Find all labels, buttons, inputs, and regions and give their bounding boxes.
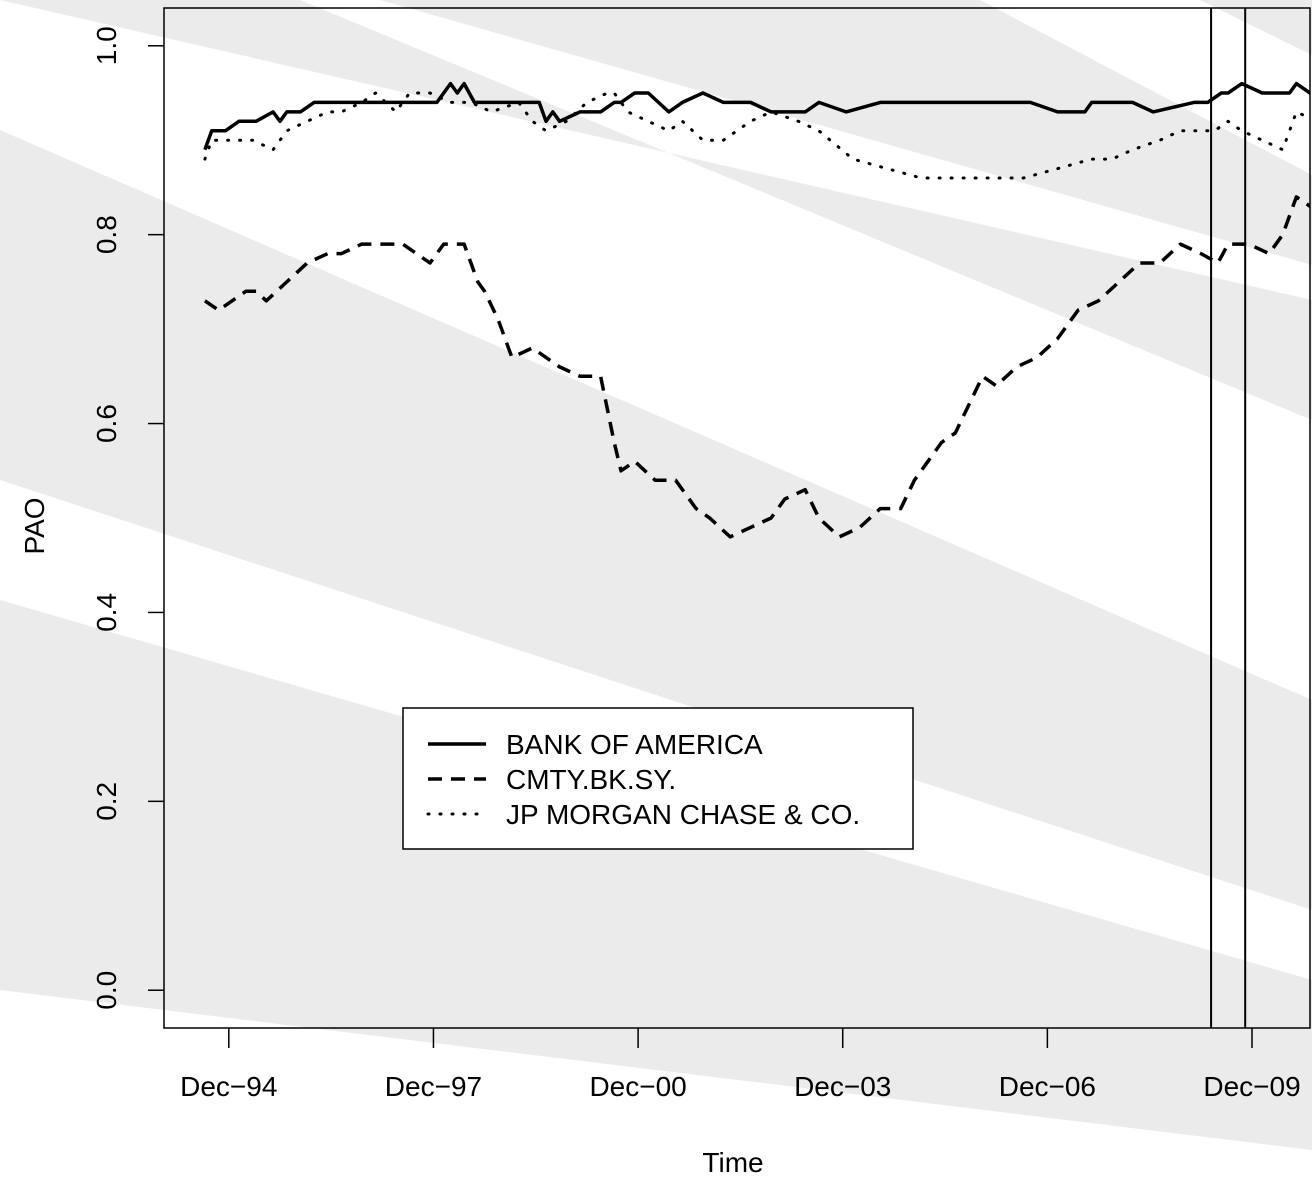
background-band [380, 0, 1312, 265]
background-band [0, 600, 1312, 1150]
x-axis: Dec−94 Dec−97 Dec−00 Dec−03 Dec−06 Dec−09 [180, 1028, 1301, 1102]
legend-box [402, 707, 914, 850]
legend-label-jp-morgan-chase: JP MORGAN CHASE & CO. [506, 799, 860, 830]
series-line-dashed [203, 195, 1310, 539]
y-axis-title: PAO [19, 497, 50, 554]
background-band [1200, 0, 1312, 55]
y-tick-label: 0.8 [91, 215, 122, 254]
background-bands [0, 0, 1312, 1150]
background-band [0, 130, 1312, 910]
series-line-dotted [203, 91, 1310, 180]
series-line-solid [203, 81, 1310, 151]
series-lines [203, 81, 1310, 539]
x-tick-label: Dec−00 [589, 1071, 686, 1102]
y-tick-label: 0.2 [91, 782, 122, 821]
legend-label-cmty-bk-sy: CMTY.BK.SY. [506, 764, 676, 795]
legend-label-bank-of-america: BANK OF AMERICA [506, 729, 763, 760]
x-tick-label: Dec−97 [385, 1071, 482, 1102]
y-tick-label: 0.0 [91, 971, 122, 1010]
legend: BANK OF AMERICA CMTY.BK.SY. JP MORGAN CH… [402, 707, 914, 850]
x-tick-label: Dec−09 [1203, 1071, 1300, 1102]
y-tick-label: 1.0 [91, 26, 122, 65]
y-tick-label: 0.6 [91, 404, 122, 443]
plot-frame [163, 7, 1311, 1029]
x-tick-label: Dec−06 [999, 1071, 1096, 1102]
y-axis: 0.0 0.2 0.4 0.6 0.8 1.0 [91, 26, 164, 1010]
x-axis-title: Time [702, 1147, 763, 1178]
x-tick-label: Dec−94 [180, 1071, 277, 1102]
x-tick-label: Dec−03 [794, 1071, 891, 1102]
y-tick-label: 0.4 [91, 593, 122, 632]
vertical-reference-lines [1210, 8, 1247, 1028]
